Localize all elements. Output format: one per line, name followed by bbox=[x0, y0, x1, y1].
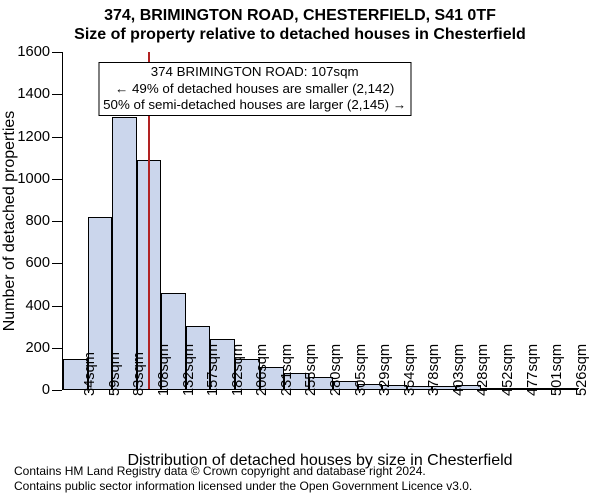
y-tick-label: 800 bbox=[26, 213, 62, 229]
x-tick-label: 452sqm bbox=[500, 344, 516, 396]
annotation-line-1: 374 BRIMINGTON ROAD: 107sqm bbox=[103, 64, 406, 81]
y-tick-label: 400 bbox=[26, 298, 62, 314]
x-tick-label: 354sqm bbox=[402, 344, 418, 396]
annotation-box: 374 BRIMINGTON ROAD: 107sqm ← 49% of det… bbox=[98, 62, 411, 116]
x-tick-label: 231sqm bbox=[279, 344, 295, 396]
title-line-2: Size of property relative to detached ho… bbox=[0, 25, 600, 44]
x-tick-label: 305sqm bbox=[353, 344, 369, 396]
y-tick-label: 1400 bbox=[17, 86, 62, 102]
x-tick-label: 108sqm bbox=[156, 344, 172, 396]
footer-line-1: Contains HM Land Registry data © Crown c… bbox=[14, 464, 472, 479]
plot-area: 374 BRIMINGTON ROAD: 107sqm ← 49% of det… bbox=[62, 52, 578, 390]
x-tick-label: 428sqm bbox=[475, 344, 491, 396]
histogram-plot: 374 BRIMINGTON ROAD: 107sqm ← 49% of det… bbox=[62, 52, 578, 390]
title-line-1: 374, BRIMINGTON ROAD, CHESTERFIELD, S41 … bbox=[0, 6, 600, 25]
x-tick-label: 477sqm bbox=[525, 344, 541, 396]
x-tick-label: 206sqm bbox=[254, 344, 270, 396]
x-tick-label: 403sqm bbox=[451, 344, 467, 396]
x-tick-label: 378sqm bbox=[426, 344, 442, 396]
annotation-line-2: ← 49% of detached houses are smaller (2,… bbox=[103, 81, 406, 98]
y-tick-label: 600 bbox=[26, 255, 62, 271]
x-tick-label: 255sqm bbox=[303, 344, 319, 396]
x-tick-label: 280sqm bbox=[328, 344, 344, 396]
x-tick-label: 83sqm bbox=[131, 352, 147, 396]
y-tick-label: 1600 bbox=[17, 44, 62, 60]
y-tick-label: 0 bbox=[42, 382, 62, 398]
y-tick-label: 1200 bbox=[17, 129, 62, 145]
annotation-line-3: 50% of semi-detached houses are larger (… bbox=[103, 97, 406, 114]
x-tick-label: 34sqm bbox=[82, 352, 98, 396]
footer-attribution: Contains HM Land Registry data © Crown c… bbox=[14, 464, 472, 494]
x-tick-label: 526sqm bbox=[574, 344, 590, 396]
x-tick-label: 329sqm bbox=[377, 344, 393, 396]
x-tick-label: 59sqm bbox=[107, 352, 123, 396]
y-axis-label: Number of detached properties bbox=[1, 111, 19, 332]
bar bbox=[112, 117, 137, 390]
footer-line-2: Contains public sector information licen… bbox=[14, 479, 472, 494]
chart-titles: 374, BRIMINGTON ROAD, CHESTERFIELD, S41 … bbox=[0, 0, 600, 44]
y-tick-label: 200 bbox=[26, 340, 62, 356]
x-tick-label: 182sqm bbox=[230, 344, 246, 396]
x-tick-label: 132sqm bbox=[181, 344, 197, 396]
y-tick-label: 1000 bbox=[17, 171, 62, 187]
x-tick-label: 501sqm bbox=[549, 344, 565, 396]
x-tick-label: 157sqm bbox=[205, 344, 221, 396]
